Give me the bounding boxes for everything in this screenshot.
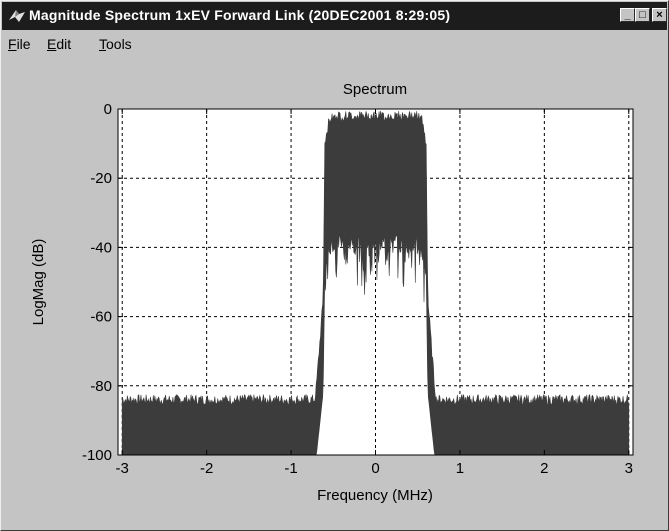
maximize-button[interactable]: □: [635, 8, 650, 22]
minimize-button[interactable]: _: [620, 8, 635, 22]
y-tick-label: 0: [104, 101, 112, 118]
y-tick-label: -60: [90, 309, 112, 326]
y-tick-labels: 0 -20 -40 -60 -80 -100: [82, 101, 112, 464]
x-tick-label: -3: [116, 460, 129, 477]
menu-tools-label: ools: [106, 36, 132, 52]
x-tick-label: 2: [540, 460, 548, 477]
window-title: Magnitude Spectrum 1xEV Forward Link (20…: [29, 7, 451, 23]
x-tick-label: -2: [200, 460, 213, 477]
y-tick-label: -80: [90, 378, 112, 395]
menu-tools-mnemonic: T: [99, 36, 106, 52]
title-bar[interactable]: Magnitude Spectrum 1xEV Forward Link (20…: [2, 2, 667, 30]
x-tick-label: 1: [456, 460, 464, 477]
matlab-app-icon[interactable]: [8, 8, 26, 24]
tick-marks: [118, 108, 633, 456]
menu-file-mnemonic: F: [8, 36, 17, 52]
menu-edit-label: dit: [56, 36, 72, 52]
menu-file-label: ile: [16, 36, 31, 52]
y-tick-label: -100: [82, 447, 112, 464]
menu-bar: File Edit Tools: [2, 31, 667, 57]
x-tick-label: 0: [371, 460, 379, 477]
x-axis-label: Frequency (MHz): [317, 487, 433, 504]
y-tick-label: -20: [90, 170, 112, 187]
x-tick-label: 3: [625, 460, 633, 477]
y-axis-label: LogMag (dB): [30, 239, 47, 326]
close-button[interactable]: ×: [652, 8, 667, 22]
chart-title: Spectrum: [343, 81, 407, 98]
x-tick-label: -1: [284, 460, 297, 477]
menu-file[interactable]: File: [8, 36, 31, 52]
y-tick-label: -40: [90, 239, 112, 256]
spectrum-chart: -3 -2 -1 0 1 2 3 0 -20 -40 -60 -80 -100 Spectrum Fr…: [30, 81, 634, 504]
menu-tools[interactable]: Tools: [99, 36, 132, 52]
x-tick-labels: -3 -2 -1 0 1 2 3: [116, 460, 633, 477]
menu-edit[interactable]: Edit: [47, 36, 71, 52]
menu-edit-mnemonic: E: [47, 36, 57, 52]
